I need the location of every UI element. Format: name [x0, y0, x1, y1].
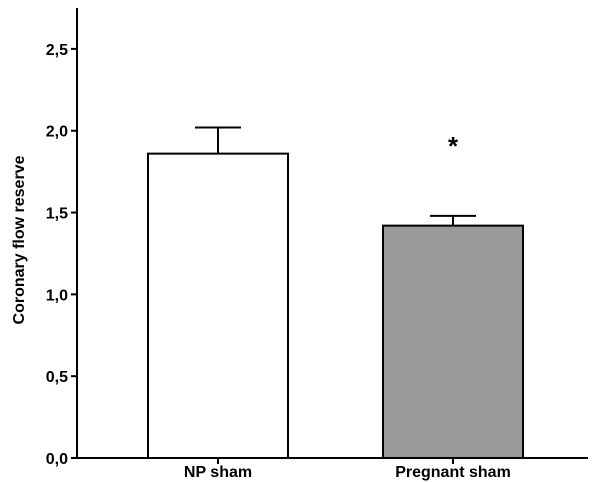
significance-marker: *: [448, 131, 459, 161]
labels: 0,0 0,5 1,0 1,5 2,0 2,5 NP sham Pregnant sham *: [46, 42, 511, 481]
bar: [147, 152, 289, 460]
y-tick-label: 1,5: [46, 206, 68, 223]
bar: [382, 224, 524, 459]
y-tick-label: 1,0: [46, 287, 68, 304]
y-tick-label: 0,0: [46, 451, 68, 468]
y-axis-label: Coronary flow reserve: [11, 155, 28, 324]
category-label: Pregnant sham: [395, 464, 511, 481]
y-tick-label: 0,5: [46, 369, 68, 386]
y-tick-label: 2,5: [46, 42, 68, 59]
bars: [147, 126, 524, 460]
category-label: NP sham: [184, 464, 252, 481]
y-tick-label: 2,0: [46, 124, 68, 141]
